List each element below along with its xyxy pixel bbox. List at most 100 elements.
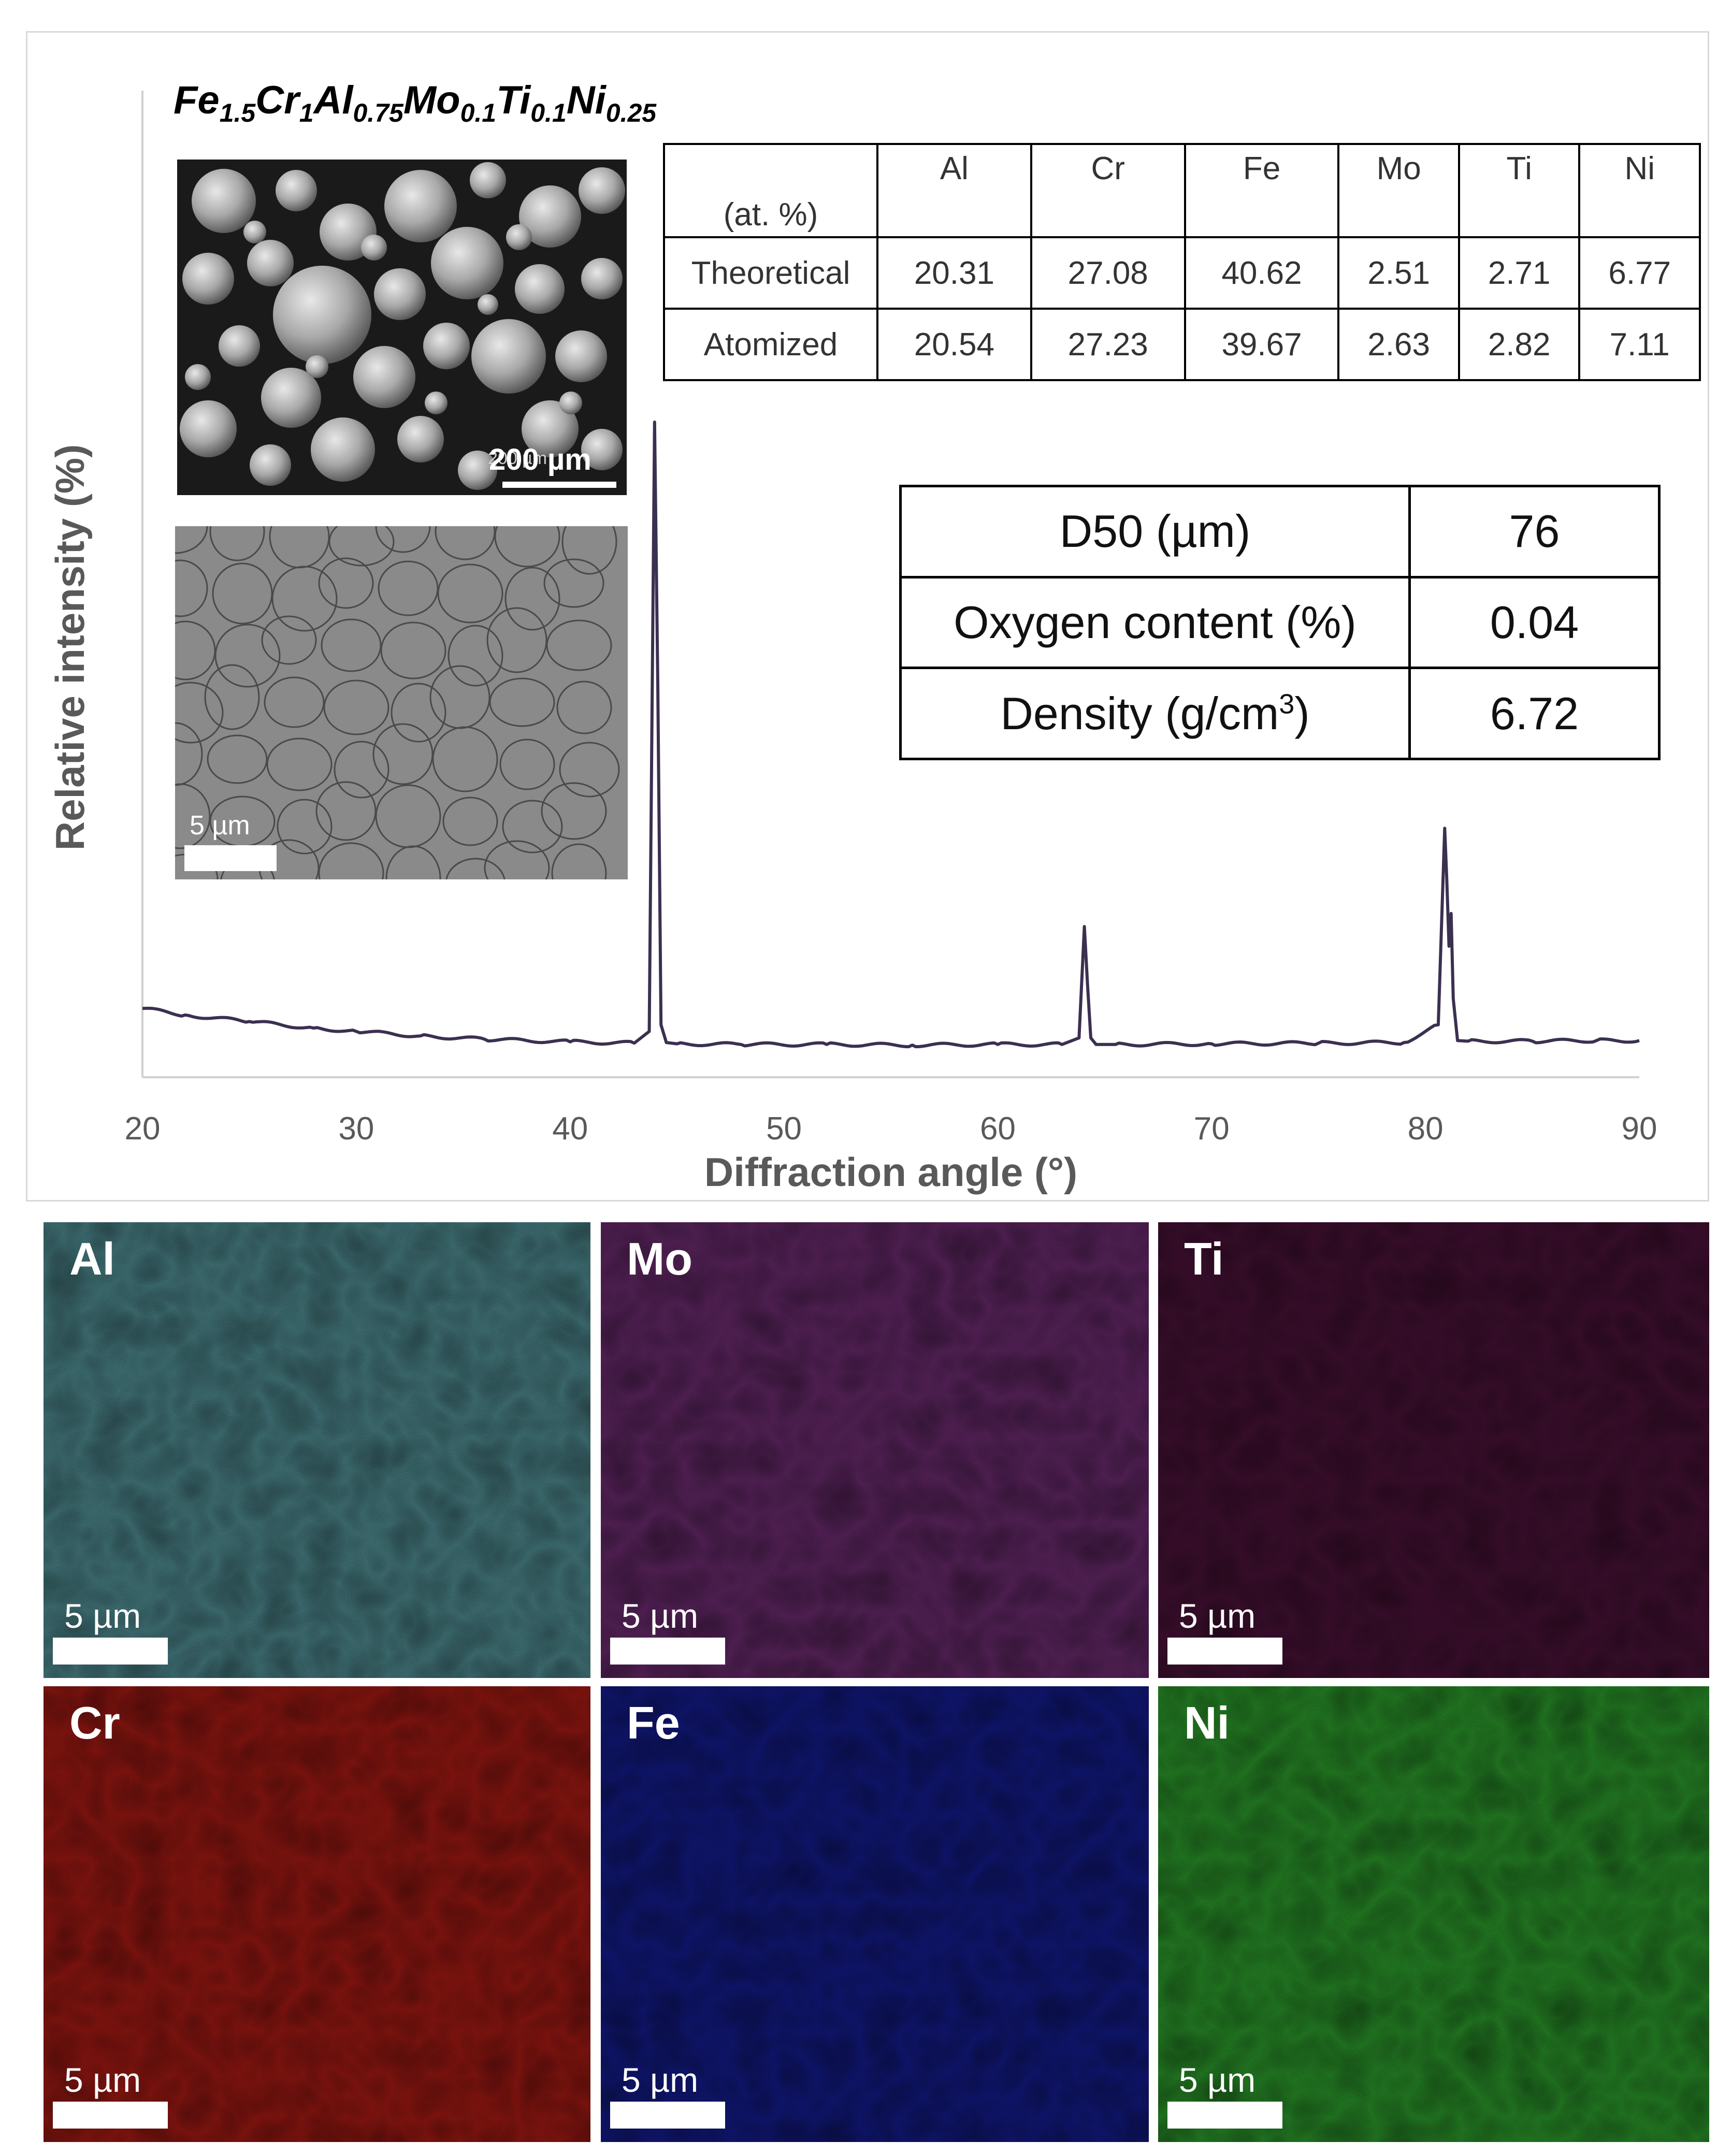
powder-particle bbox=[519, 185, 581, 248]
composition-row-atomized: Atomized 20.54 27.23 39.67 2.63 2.82 7.1… bbox=[663, 308, 1701, 381]
composition-cell: 39.67 bbox=[1183, 308, 1340, 381]
powder-particle bbox=[261, 368, 321, 428]
x-tick-labels: 20 30 40 50 60 70 80 90 bbox=[125, 1111, 1657, 1147]
composition-cell: 20.54 bbox=[876, 308, 1032, 381]
composition-cell: 40.62 bbox=[1183, 236, 1340, 310]
powder-particle bbox=[247, 240, 294, 286]
property-label: D50 (µm) bbox=[899, 485, 1411, 578]
property-label: Density (g/cm3) bbox=[899, 667, 1411, 760]
microstructure-cell bbox=[543, 558, 604, 608]
microstructure-cell bbox=[375, 784, 441, 848]
microstructure-cell bbox=[318, 557, 374, 609]
eds-element-label: Ni bbox=[1184, 1697, 1230, 1748]
microstructure-cell bbox=[499, 739, 555, 790]
microstructure-cell bbox=[437, 563, 503, 624]
microstructure-cell bbox=[321, 618, 382, 672]
powder-particle bbox=[311, 417, 375, 482]
eds-scale-label: 5 µm bbox=[64, 2061, 141, 2099]
eds-element-label: Cr bbox=[69, 1697, 120, 1748]
property-value: 6.72 bbox=[1408, 667, 1661, 760]
microstructure-cell bbox=[494, 526, 560, 568]
eds-scale-label: 5 µm bbox=[622, 2061, 699, 2099]
eds-scale-bar bbox=[53, 2102, 168, 2129]
microstructure-cell bbox=[375, 526, 431, 553]
property-row-density: Density (g/cm3) 6.72 bbox=[899, 667, 1661, 760]
powder-particle bbox=[353, 346, 415, 408]
microstructure-cell bbox=[266, 737, 333, 791]
microstructure-cell bbox=[264, 676, 325, 728]
powder-particle bbox=[180, 400, 237, 457]
eds-map-fe: Fe 5 µm bbox=[601, 1686, 1149, 2142]
composition-cell: 6.77 bbox=[1578, 236, 1701, 310]
composition-cell: 2.63 bbox=[1337, 308, 1460, 381]
property-value: 0.04 bbox=[1408, 575, 1661, 670]
microstructure-cell bbox=[435, 526, 496, 560]
composition-col-header: Fe bbox=[1183, 143, 1340, 238]
eds-element-label: Fe bbox=[627, 1697, 680, 1748]
powder-particle bbox=[581, 258, 623, 299]
sem-powder-scale-label: 200 µm bbox=[489, 443, 591, 476]
eds-scale-bar bbox=[1167, 1638, 1282, 1665]
microstructure-cell bbox=[214, 624, 281, 688]
powder-particle bbox=[192, 169, 256, 233]
microstructure-cell bbox=[175, 526, 208, 554]
microstructure-cell bbox=[269, 526, 330, 569]
powder-particle bbox=[559, 392, 582, 414]
x-tick-label: 60 bbox=[980, 1111, 1016, 1147]
powder-particle bbox=[522, 400, 579, 457]
eds-map-al: Al 5 µm bbox=[44, 1222, 590, 1678]
property-value: 76 bbox=[1408, 485, 1661, 578]
formula-element: Al bbox=[313, 78, 353, 122]
microstructure-cell bbox=[504, 567, 560, 631]
property-label: Oxygen content (%) bbox=[899, 575, 1411, 670]
eds-scale-label: 5 µm bbox=[1179, 1597, 1256, 1635]
sem-micro-scale-label: 5 µm bbox=[190, 811, 250, 841]
microstructure-cell bbox=[541, 782, 607, 840]
microstructure-cell bbox=[207, 734, 268, 784]
xrd-chart: 20 30 40 50 60 70 80 90 Diffraction angle (°) R… bbox=[47, 91, 1657, 1195]
microstructure-cell bbox=[318, 842, 384, 879]
composition-cell: 20.31 bbox=[876, 236, 1032, 310]
powder-particle bbox=[219, 325, 260, 367]
eds-element-label: Ti bbox=[1184, 1233, 1224, 1284]
formula-subscript: 0.25 bbox=[605, 98, 657, 128]
eds-map-ni: Ni 5 µm bbox=[1158, 1686, 1709, 2142]
powder-particle bbox=[515, 264, 565, 314]
formula-subscript: 1 bbox=[299, 98, 314, 128]
composition-cell: 2.82 bbox=[1457, 308, 1581, 381]
microstructure-cell bbox=[175, 722, 203, 786]
microstructure-cell bbox=[175, 559, 208, 617]
powder-particle bbox=[243, 221, 266, 243]
x-tick-label: 80 bbox=[1408, 1111, 1444, 1147]
composition-col-header: Mo bbox=[1337, 143, 1460, 238]
sem-powder-scale-overlay: 200 µm bbox=[488, 448, 547, 468]
eds-scale-bar bbox=[610, 1638, 725, 1665]
x-tick-label: 70 bbox=[1194, 1111, 1230, 1147]
microstructure-cell bbox=[385, 845, 441, 879]
xrd-figure-frame bbox=[26, 31, 1709, 1202]
composition-row-theoretical: Theoretical 20.31 27.08 40.62 2.51 2.71 … bbox=[663, 236, 1701, 310]
microstructure-cell bbox=[212, 562, 273, 625]
microstructure-cell bbox=[561, 526, 617, 575]
microstructure-cell bbox=[380, 621, 446, 679]
powder-particle bbox=[506, 224, 532, 250]
powder-particle bbox=[425, 392, 448, 414]
powder-particle bbox=[423, 323, 470, 369]
eds-map-ti: Ti 5 µm bbox=[1158, 1222, 1709, 1678]
composition-row-label: Theoretical bbox=[663, 236, 878, 310]
microstructure-cell bbox=[261, 615, 317, 665]
powder-particle bbox=[470, 162, 506, 198]
powder-particle bbox=[458, 451, 497, 490]
powder-particle bbox=[384, 170, 457, 242]
sem-powder-image: 200 µm 200 µm bbox=[177, 160, 627, 495]
eds-element-label: Al bbox=[69, 1233, 115, 1284]
microstructure-cell bbox=[445, 858, 506, 879]
powder-particle bbox=[374, 268, 426, 320]
composition-col-header: Ni bbox=[1578, 143, 1701, 238]
microstructure-cell bbox=[502, 800, 563, 853]
microstructure-cell bbox=[334, 741, 389, 799]
composition-cell: 2.71 bbox=[1457, 236, 1581, 310]
microstructure-cell bbox=[489, 677, 555, 727]
eds-scale-bar bbox=[1167, 2102, 1282, 2129]
composition-col-header: Al bbox=[876, 143, 1032, 238]
